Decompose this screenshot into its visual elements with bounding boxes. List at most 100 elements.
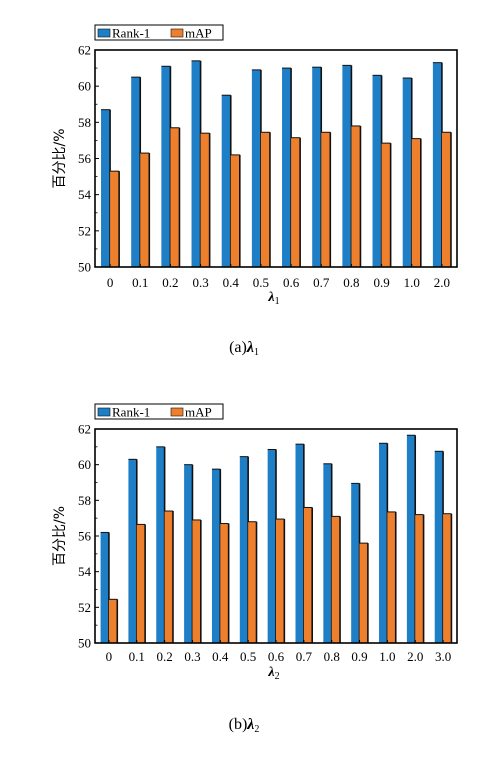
y-tick-label: 60 [78,79,91,94]
caption-symbol: λ [246,339,254,356]
bar-map-2.0 [415,514,424,643]
y-tick-label: 52 [78,223,91,238]
x-tick-label: 0.6 [283,275,300,290]
legend: Rank-1 mAP [94,403,224,420]
x-tick-label: 0.5 [240,649,256,664]
x-axis-label: λ2 [267,665,279,682]
y-tick-label: 56 [78,529,92,544]
x-tick-label: 0.3 [184,649,200,664]
bar-map-0.2 [170,127,180,267]
x-tick-label: 0.6 [268,649,285,664]
x-tick-label: 0 [106,649,113,664]
bar-map-0.3 [192,519,201,643]
bar-rank1-0.5 [251,69,261,267]
caption-sub: 1 [254,347,259,358]
x-tick-label: 0.2 [162,275,178,290]
bar-map-3.0 [443,513,452,643]
bar-map-1.0 [387,511,396,643]
x-axis-label-main: λ [267,665,274,680]
bar-rank1-0.3 [184,464,193,643]
bar-rank1-0.9 [372,75,382,267]
y-tick-label: 54 [78,564,92,579]
bar-rank1-2.0 [432,62,442,267]
x-tick-label: 3.0 [435,649,451,664]
bar-map-0.5 [248,521,257,643]
legend-label-rank1: Rank-1 [112,405,150,420]
caption-prefix: (b) [229,716,248,733]
y-tick-label: 50 [78,636,91,651]
legend-label-map: mAP [185,405,212,420]
y-axis-label: 百分比/% [52,128,68,188]
y-tick-label: 52 [78,600,91,615]
bar-rank1-1.0 [379,443,388,643]
legend-box [94,403,224,420]
x-tick-label: 0.3 [192,275,208,290]
x-tick-label: 1.0 [379,649,395,664]
bar-rank1-0.2 [161,66,171,268]
bar-rank1-0.9 [351,483,360,643]
bar-rank1-0 [101,109,111,267]
x-tick-label: 0.7 [313,275,330,290]
x-tick-label: 1.0 [404,275,420,290]
y-tick-label: 50 [78,260,91,275]
bar-map-0.7 [321,132,331,267]
x-tick-label: 0.8 [343,275,359,290]
x-axis-label-main: λ [267,290,274,305]
y-tick-label: 58 [78,493,91,508]
x-tick-label: 0.1 [129,649,145,664]
bar-map-0.6 [291,137,301,267]
caption-sub: 2 [254,724,259,735]
x-tick-label: 0 [107,275,114,290]
bar-rank1-0.7 [295,444,304,643]
bar-map-0.9 [381,143,391,267]
x-tick-label: 0.9 [351,649,367,664]
x-tick-label: 0.9 [373,275,389,290]
bar-rank1-0 [100,532,109,643]
legend-box [94,24,224,41]
bar-rank1-0.7 [312,67,322,268]
x-tick-label: 0.4 [212,649,229,664]
y-axis-label: 百分比/% [52,506,68,566]
bar-map-1.0 [411,138,421,267]
x-axis-label: λ1 [267,290,279,307]
bar-rank1-0.1 [131,77,141,268]
legend-swatch-map [170,28,184,38]
bar-map-0.4 [220,523,229,643]
bar-map-0.8 [331,516,341,643]
y-tick-label: 60 [78,457,91,472]
x-tick-label: 0.4 [223,275,240,290]
bar-rank1-0.5 [239,456,249,643]
bar-map-0.1 [140,153,150,267]
y-tick-label: 62 [78,422,91,437]
legend-label-rank1: Rank-1 [112,26,150,41]
bar-map-0.1 [136,524,146,643]
bar-rank1-0.2 [156,446,165,643]
x-axis-label-sub: 1 [275,296,280,307]
x-tick-label: 2.0 [407,649,423,664]
x-tick-label: 2.0 [434,275,450,290]
bar-map-2.0 [441,132,451,267]
legend-swatch-map [170,407,184,417]
bar-map-0.5 [260,132,270,267]
bar-map-0.7 [303,507,313,643]
bar-rank1-0.3 [191,60,201,267]
legend-swatch-rank1 [97,28,111,38]
legend: Rank-1 mAP [94,24,224,41]
y-tick-label: 54 [78,187,92,202]
bar-map-0 [110,171,120,267]
caption-symbol: λ [246,716,254,733]
chart-a: 50 52 54 56 58 60 62 0 0.1 0.2 0.3 0.4 0.5 0.6 0.7 0.8 0… [52,24,458,358]
x-tick-label: 0.5 [253,275,269,290]
bar-rank1-3.0 [434,451,444,643]
x-tick-label: 0.1 [132,275,148,290]
x-tick-label: 0.2 [156,649,172,664]
bar-map-0.4 [230,154,240,267]
bar-map-0.3 [200,133,210,267]
legend-swatch-rank1 [97,407,111,417]
bar-rank1-0.8 [342,65,352,268]
legend-label-map: mAP [185,26,212,41]
y-tick-label: 56 [78,151,92,166]
bar-rank1-0.6 [282,68,292,267]
bar-map-0.9 [359,543,368,643]
